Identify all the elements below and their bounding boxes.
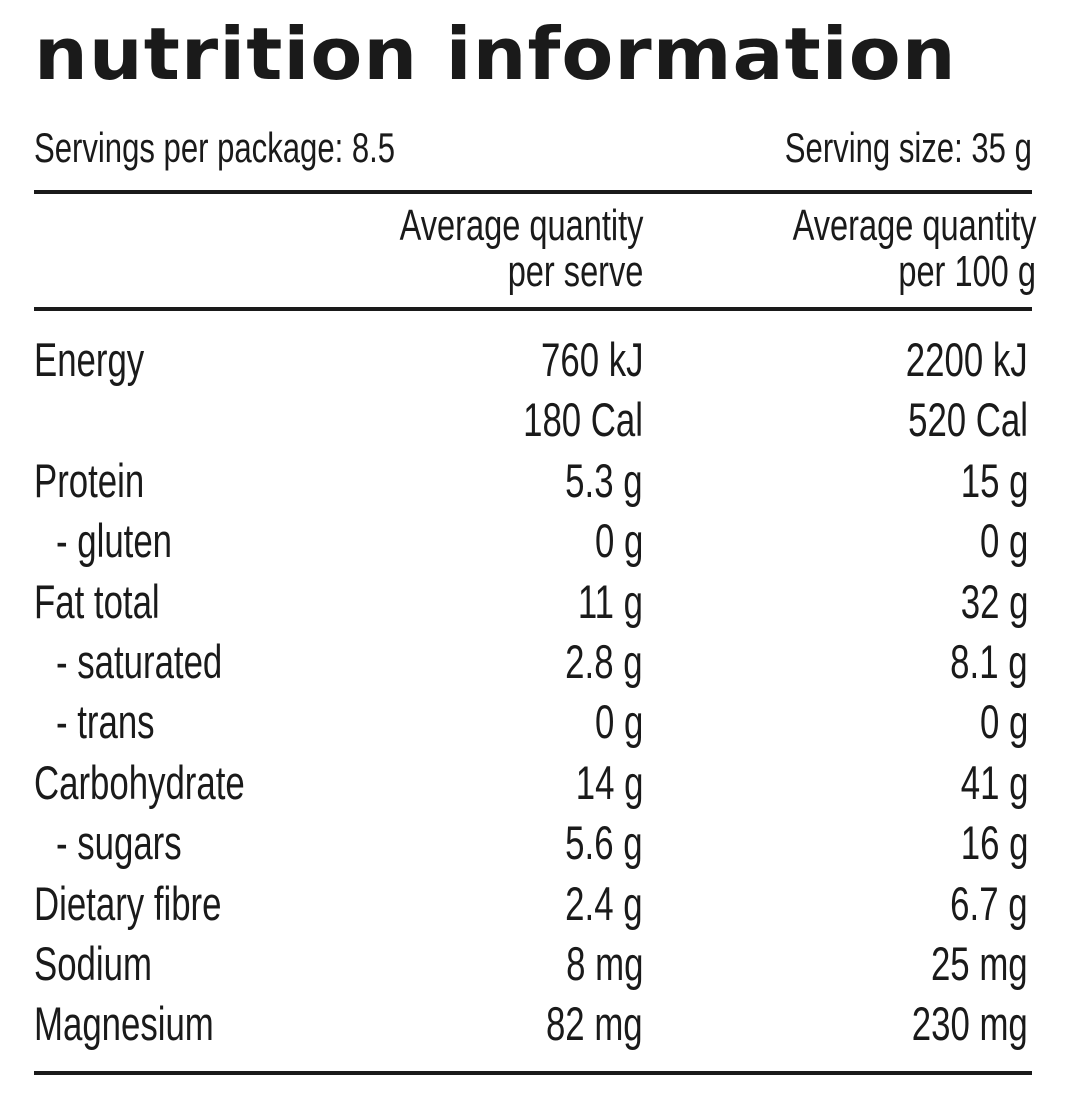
per-serve-value: 180 Cal [523, 393, 643, 447]
per-serve-value: 0 g [594, 695, 643, 749]
nutrient-label: - trans [56, 695, 155, 749]
table-row: Sodium 8 mg 25 mg [34, 934, 1032, 994]
per-serve-value: 0 g [594, 514, 643, 568]
table-row: Dietary fibre 2.4 g 6.7 g [34, 874, 1032, 934]
table-row: 180 Cal 520 Cal [34, 390, 1032, 450]
per-serve-value: 2.8 g [565, 634, 643, 688]
table-row: - sugars 5.6 g 16 g [34, 813, 1032, 873]
per-serve-value: 14 g [575, 755, 643, 809]
nutrient-label: Carbohydrate [34, 755, 245, 809]
per-100g-value: 2200 kJ [906, 333, 1028, 386]
per-serve-value: 11 g [577, 574, 643, 628]
per-serve-value: 2.4 g [565, 876, 643, 930]
per-100g-value: 25 mg [931, 936, 1028, 990]
per-serve-value: 5.6 g [565, 816, 643, 870]
per-100g-value: 0 g [979, 695, 1028, 749]
per-100g-value: 16 g [960, 816, 1028, 870]
column-header-per-100g: Average quantity per 100 g [792, 201, 1036, 296]
table-row: Magnesium 82 mg 230 mg [34, 994, 1032, 1054]
nutrient-rows: Energy 760 kJ 2200 kJ 180 Cal 520 Cal Protein… [34, 330, 1032, 1055]
per-serve-value: 5.3 g [565, 453, 643, 507]
column-header-per-serve: Average quantity per serve [399, 201, 643, 296]
per-serve-value: 760 kJ [540, 333, 643, 386]
table-row: - trans 0 g 0 g [34, 692, 1032, 752]
per-100g-value: 15 g [960, 453, 1028, 507]
servings-per-package: Servings per package: 8.5 [34, 124, 396, 171]
per-100g-value: 6.7 g [950, 876, 1028, 930]
per-serve-value: 82 mg [546, 997, 643, 1051]
table-row: - saturated 2.8 g 8.1 g [34, 632, 1032, 692]
nutrient-label: Fat total [34, 574, 160, 628]
per-100g-value: 520 Cal [908, 393, 1028, 447]
nutrition-panel: nutrition information Servings per packa… [34, 0, 1036, 1113]
nutrient-label: Dietary fibre [34, 876, 222, 930]
per-100g-value: 230 mg [911, 997, 1028, 1051]
nutrient-label: Sodium [34, 936, 152, 990]
table-row: Energy 760 kJ 2200 kJ [34, 330, 1032, 390]
bottom-divider [34, 1071, 1032, 1075]
per-serve-value: 8 mg [565, 936, 643, 990]
table-row: Fat total 11 g 32 g [34, 572, 1032, 632]
header-divider [34, 307, 1032, 311]
nutrient-label: - gluten [56, 514, 173, 568]
top-divider [34, 190, 1032, 194]
per-100g-value: 41 g [960, 755, 1028, 809]
serving-size: Serving size: 35 g [784, 124, 1032, 171]
table-row: Carbohydrate 14 g 41 g [34, 753, 1032, 813]
per-100g-value: 0 g [979, 514, 1028, 568]
table-row: - gluten 0 g 0 g [34, 511, 1032, 571]
nutrient-label: - sugars [56, 816, 182, 870]
per-100g-value: 8.1 g [950, 634, 1028, 688]
panel-title: nutrition information [34, 12, 957, 96]
nutrient-label: Magnesium [34, 997, 214, 1051]
nutrient-label: Protein [34, 453, 145, 507]
nutrient-label: - saturated [56, 634, 223, 688]
per-100g-value: 32 g [960, 574, 1028, 628]
table-row: Protein 5.3 g 15 g [34, 451, 1032, 511]
nutrient-label: Energy [34, 333, 145, 386]
